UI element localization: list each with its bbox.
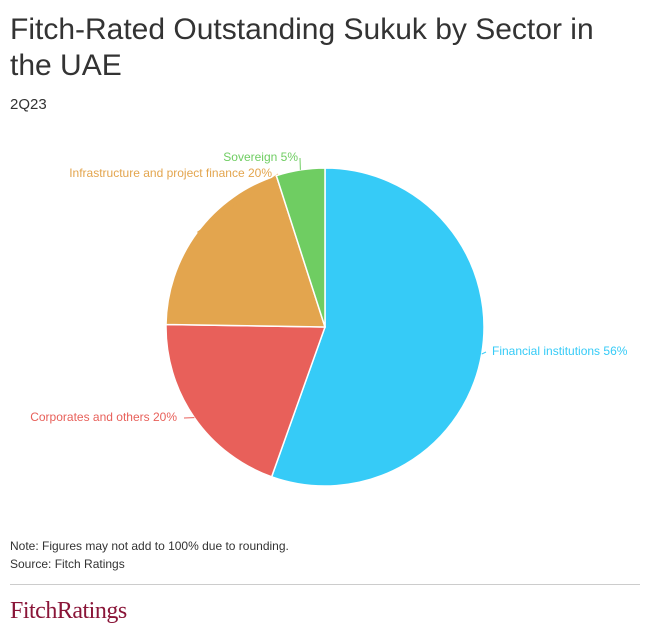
category-label: Infrastructure and project finance bbox=[69, 166, 245, 180]
category-label: Corporates and others bbox=[30, 410, 149, 424]
pie-slice bbox=[165, 323, 327, 478]
pie-slice bbox=[275, 167, 326, 328]
value-label: 20% bbox=[248, 166, 272, 180]
category-label: Financial institutions bbox=[492, 344, 600, 358]
chart-subtitle: 2Q23 bbox=[10, 96, 47, 113]
data-label: Sovereign 5% bbox=[223, 150, 298, 164]
value-label: 20% bbox=[153, 410, 177, 424]
value-label: 56% bbox=[603, 344, 627, 358]
logo: FitchRatings bbox=[10, 598, 127, 624]
data-label: Corporates and others 20% bbox=[30, 410, 177, 424]
leader-line bbox=[481, 351, 487, 355]
value-label: 5% bbox=[281, 150, 299, 164]
data-label: Infrastructure and project finance 20% bbox=[69, 166, 272, 180]
divider bbox=[10, 584, 640, 585]
chart: Financial institutions 56% Corporates and… bbox=[30, 150, 628, 487]
source: Source: Fitch Ratings bbox=[10, 557, 125, 571]
data-label: Financial institutions 56% bbox=[492, 344, 628, 358]
category-label: Sovereign bbox=[223, 150, 277, 164]
chart-title: Fitch-Rated Outstanding Sukuk by Sector … bbox=[10, 13, 594, 82]
note: Note: Figures may not add to 100% due to… bbox=[10, 539, 289, 553]
pie-slice bbox=[270, 167, 485, 487]
